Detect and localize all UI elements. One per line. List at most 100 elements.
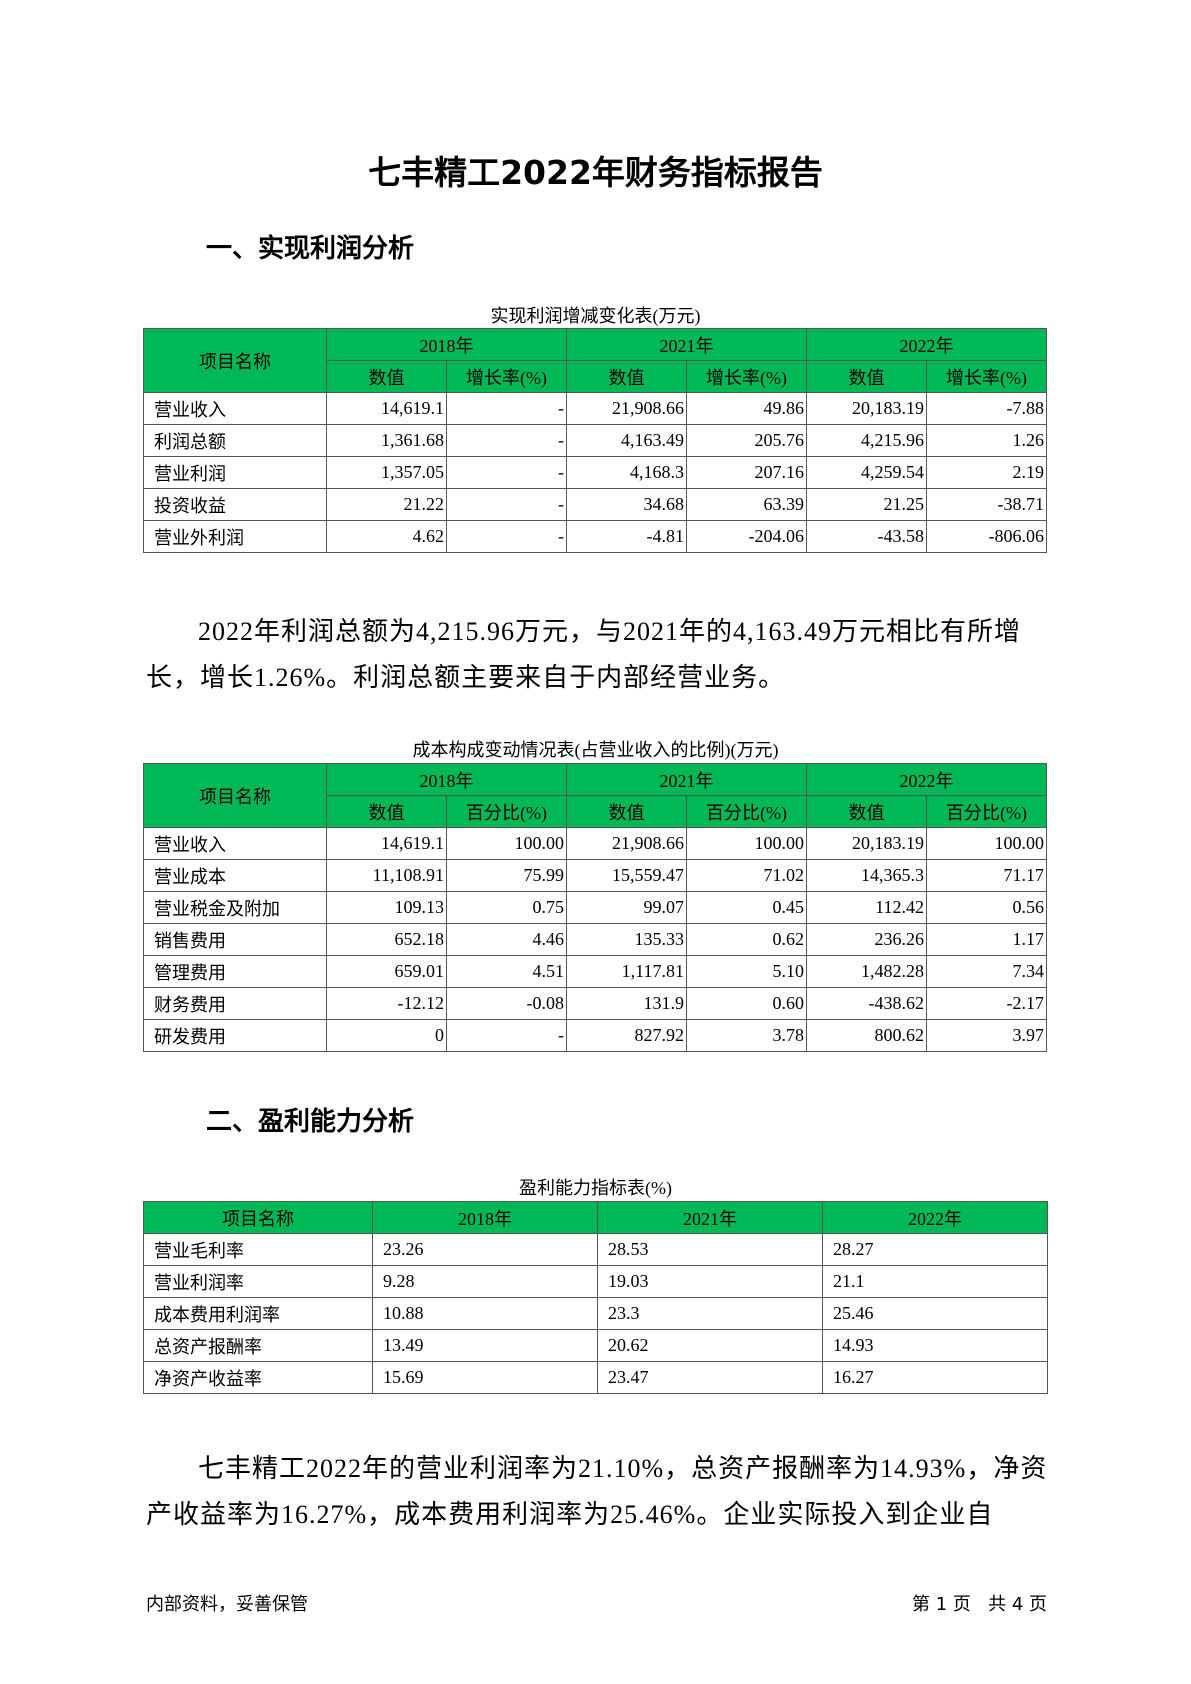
row-name: 营业毛利率 xyxy=(143,1233,373,1266)
cell-value: 20,183.19 xyxy=(806,392,927,425)
cell-value: 652.18 xyxy=(326,923,447,956)
year-header: 2022年 xyxy=(806,328,1047,361)
row-name: 净资产收益率 xyxy=(143,1361,373,1394)
cell-value: 2.19 xyxy=(926,456,1047,489)
row-name: 管理费用 xyxy=(143,955,327,988)
cell-value: 10.88 xyxy=(372,1297,598,1330)
cell-value: 13.49 xyxy=(372,1329,598,1362)
year-header: 2021年 xyxy=(566,763,807,796)
cell-value: 0.56 xyxy=(926,891,1047,924)
sub-header: 数值 xyxy=(326,795,447,828)
sub-header: 数值 xyxy=(566,360,687,393)
footer-confidential: 内部资料，妥善保管 xyxy=(146,1594,308,1615)
cell-value: 4,168.3 xyxy=(566,456,687,489)
row-name: 成本费用利润率 xyxy=(143,1297,373,1330)
cell-value: 100.00 xyxy=(686,827,807,860)
cell-value: 131.9 xyxy=(566,987,687,1020)
table-row: 营业收入 14,619.1-21,908.66 49.86 20,183.19 -7.8… xyxy=(143,392,1047,425)
column-header: 2021年 xyxy=(597,1201,823,1234)
row-name: 营业利润率 xyxy=(143,1265,373,1298)
cell-value: 14,365.3 xyxy=(806,859,927,892)
cell-value: 1,482.28 xyxy=(806,955,927,988)
year-header: 2021年 xyxy=(566,328,807,361)
cell-value: 99.07 xyxy=(566,891,687,924)
name-header: 项目名称 xyxy=(143,328,327,393)
table-row: 总资产报酬率 13.49 20.62 14.93 xyxy=(143,1329,1048,1362)
table-row: 净资产收益率 15.69 23.47 16.27 xyxy=(143,1361,1048,1394)
paragraph-profit: 2022年利润总额为4,215.96万元，与2021年的4,163.49万元相比… xyxy=(146,617,1022,692)
year-header: 2018年 xyxy=(326,763,567,796)
cell-value: 15.69 xyxy=(372,1361,598,1394)
cell-value: 7.34 xyxy=(926,955,1047,988)
table-row: 营业毛利率 23.26 28.53 28.27 xyxy=(143,1233,1048,1266)
cell-value: 0.75 xyxy=(446,891,567,924)
header-row: 项目名称 2018年 2021年 2022年 xyxy=(143,328,1047,393)
table-row: 管理费用 659.01 4.51 1,117.81 5.10 1,482.28 7.34 xyxy=(143,955,1047,988)
cell-value: - xyxy=(446,456,567,489)
cell-value: 21,908.66 xyxy=(566,827,687,860)
cell-value: 14,619.1 xyxy=(326,827,447,860)
table-row: 研发费用 0-827.92 3.78 800.62 3.97 xyxy=(143,1019,1047,1052)
cell-value: 3.78 xyxy=(686,1019,807,1052)
subheader-row: 数值 增长率(%) 数值 增长率(%) 数值 增长率(%) xyxy=(144,360,1047,393)
cell-value: -438.62 xyxy=(806,987,927,1020)
row-name: 利润总额 xyxy=(143,424,327,457)
row-name: 营业税金及附加 xyxy=(143,891,327,924)
table-row: 营业利润 1,357.05-4,168.3 207.16 4,259.54 2.19 xyxy=(143,456,1047,489)
cell-value: 0 xyxy=(326,1019,447,1052)
cell-value: -204.06 xyxy=(686,520,807,553)
table1-caption: 实现利润增减变化表(万元) xyxy=(490,306,701,326)
name-header: 项目名称 xyxy=(143,763,327,828)
year-header: 2022年 xyxy=(806,763,1047,796)
sub-header: 数值 xyxy=(806,360,927,393)
cell-value: 0.60 xyxy=(686,987,807,1020)
row-name: 营业利润 xyxy=(143,456,327,489)
cell-value: 1,117.81 xyxy=(566,955,687,988)
cell-value: 15,559.47 xyxy=(566,859,687,892)
cell-value: -0.08 xyxy=(446,987,567,1020)
paragraph-profitability: 七丰精工2022年的营业利润率为21.10%，总资产报酬率为14.93%，净资产… xyxy=(146,1454,1048,1529)
sub-header: 百分比(%) xyxy=(446,795,567,828)
profitability-table: 项目名称 2018年 2021年 2022年 营业毛利率 23.26 28.53 28.27 营… xyxy=(143,1201,1048,1394)
cell-value: 9.28 xyxy=(372,1265,598,1298)
cell-value: 71.17 xyxy=(926,859,1047,892)
table-row: 营业成本 11,108.91 75.99 15,559.47 71.02 14,365.3… xyxy=(143,859,1047,892)
cell-value: 205.76 xyxy=(686,424,807,457)
row-name: 总资产报酬率 xyxy=(143,1329,373,1362)
year-header: 2018年 xyxy=(326,328,567,361)
cell-value: 21.1 xyxy=(822,1265,1048,1298)
cell-value: -7.88 xyxy=(926,392,1047,425)
table-row: 营业收入 14,619.1 100.00 21,908.66 100.00 20,183.… xyxy=(143,827,1047,860)
table-row: 销售费用 652.18 4.46 135.33 0.62 236.26 1.17 xyxy=(143,923,1047,956)
cell-value: 4,215.96 xyxy=(806,424,927,457)
cell-value: 28.53 xyxy=(597,1233,823,1266)
row-name: 研发费用 xyxy=(143,1019,327,1052)
cell-value: 109.13 xyxy=(326,891,447,924)
cost-structure-table: 项目名称 2018年 2021年 2022年 数值 百分比(%) 数值 百分比(%) 数值 百分比… xyxy=(143,763,1047,1052)
header-row: 项目名称 2018年 2021年 2022年 xyxy=(143,1201,1048,1234)
cell-value: - xyxy=(446,520,567,553)
cell-value: 25.46 xyxy=(822,1297,1048,1330)
cell-value: 21.25 xyxy=(806,488,927,521)
cell-value: -43.58 xyxy=(806,520,927,553)
cell-value: 23.26 xyxy=(372,1233,598,1266)
row-name: 营业收入 xyxy=(143,392,327,425)
row-name: 营业收入 xyxy=(143,827,327,860)
cell-value: 5.10 xyxy=(686,955,807,988)
cell-value: 21,908.66 xyxy=(566,392,687,425)
column-header: 2018年 xyxy=(372,1201,598,1234)
cell-value: 135.33 xyxy=(566,923,687,956)
table-row: 营业外利润 4.62- -4.81 -204.06 -43.58 -806.06 xyxy=(143,520,1047,553)
cell-value: 14,619.1 xyxy=(326,392,447,425)
cell-value: 827.92 xyxy=(566,1019,687,1052)
table-row: 成本费用利润率 10.88 23.3 25.46 xyxy=(143,1297,1048,1330)
sub-header: 百分比(%) xyxy=(686,795,807,828)
table2-caption: 成本构成变动情况表(占营业收入的比例)(万元) xyxy=(412,740,779,760)
footer-page-number: 第 1 页 共 4 页 xyxy=(912,1594,1047,1615)
sub-header: 增长率(%) xyxy=(446,360,567,393)
cell-value: - xyxy=(446,1019,567,1052)
cell-value: 21.22 xyxy=(326,488,447,521)
cell-value: 100.00 xyxy=(926,827,1047,860)
cell-value: 4.62 xyxy=(326,520,447,553)
cell-value: -2.17 xyxy=(926,987,1047,1020)
